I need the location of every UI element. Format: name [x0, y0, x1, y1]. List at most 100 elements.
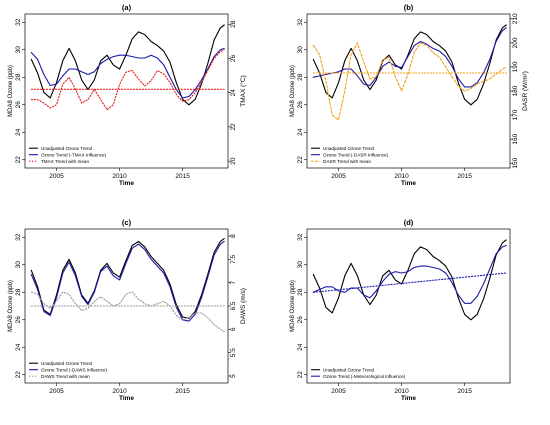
legend-label: TMAX Trend with mean — [41, 159, 89, 164]
y-tick-label: 30 — [15, 261, 22, 269]
x-axis-title: Time — [119, 395, 134, 402]
series-line-3 — [312, 42, 507, 121]
series-line-1 — [312, 239, 507, 321]
legend-label: Unadjusted Ozone Trend — [41, 146, 93, 151]
panel-3: (c) 2005 2010 2015 Time 22 24 26 28 30 32 MDA8 Ozon… — [8, 218, 247, 402]
y-tick-label: 28 — [297, 73, 304, 81]
y-tick-label: 28 — [297, 288, 304, 296]
right-tick-label: 6 — [230, 327, 237, 331]
y-tick-label: 26 — [297, 101, 304, 109]
y-tick-label: 22 — [15, 156, 22, 164]
y-axis-title: MDA8 Ozone (ppb) — [8, 65, 14, 117]
right-tick-label: 26 — [230, 54, 237, 62]
series-line-1 — [30, 24, 225, 106]
right-tick-label: 170 — [512, 109, 519, 120]
series-group — [30, 24, 225, 111]
right-tick-label: 5 — [230, 374, 237, 378]
right-tick-label: 28 — [230, 20, 237, 28]
x-tick-label: 2010 — [112, 388, 127, 395]
plot-frame — [306, 13, 511, 169]
y-tick-label: 28 — [15, 288, 22, 296]
x-axis-title: Time — [119, 180, 134, 187]
legend: Unadjusted Ozone Trend Ozone Trend (-TMAX… — [29, 146, 107, 164]
panel-4: (d) 2005 2010 2015 Time 22 24 26 28 30 32 MDA8 Ozon… — [290, 218, 511, 402]
right-tick-label: 8 — [230, 234, 237, 238]
panel-label: (b) — [404, 3, 414, 12]
legend-label: Unadjusted Ozone Trend — [323, 368, 375, 373]
legend-label: DASR Trend with mean — [323, 159, 371, 164]
right-tick-label: 150 — [512, 157, 519, 168]
y-tick-label: 22 — [297, 371, 304, 379]
y-tick-label: 22 — [15, 371, 22, 379]
legend-label: Ozone Trend (-Meteorological Influence) — [323, 374, 406, 379]
legend-label: Unadjusted Ozone Trend — [323, 146, 375, 151]
legend: Unadjusted Ozone Trend Ozone Trend (-DAWS… — [29, 361, 107, 379]
x-tick-label: 2005 — [49, 173, 64, 180]
right-tick-label: 7 — [230, 280, 237, 284]
legend-label: Ozone Trend (-TMAX Influence) — [41, 153, 107, 158]
right-axis-title: DAWS (m/s) — [240, 288, 247, 324]
y-tick-label: 24 — [297, 343, 304, 351]
x-tick-label: 2005 — [331, 388, 346, 395]
panel-label: (c) — [122, 218, 132, 227]
plot-frame — [306, 228, 511, 384]
series-group — [30, 238, 225, 333]
right-tick-label: 7.5 — [230, 254, 237, 263]
x-tick-label: 2010 — [112, 173, 127, 180]
panel-label: (a) — [122, 3, 132, 12]
panel-label: (d) — [404, 218, 414, 227]
right-tick-label: 22 — [230, 123, 237, 131]
y-tick-label: 24 — [15, 128, 22, 136]
y-tick-label: 24 — [15, 343, 22, 351]
y-tick-label: 32 — [297, 18, 304, 26]
right-tick-label: 200 — [512, 37, 519, 48]
y-axis-title: MDA8 Ozone (ppb) — [290, 65, 296, 117]
legend: Unadjusted Ozone Trend Ozone Trend (-DASR… — [311, 146, 389, 164]
x-tick-label: 2010 — [394, 173, 409, 180]
y-axis-title: MDA8 Ozone (ppb) — [8, 280, 14, 332]
series-line-2 — [312, 244, 507, 304]
y-tick-label: 30 — [297, 261, 304, 269]
x-tick-label: 2005 — [331, 173, 346, 180]
right-axis-title: TMAX (°C) — [239, 75, 247, 106]
x-axis-title: Time — [401, 180, 416, 187]
series-line-3 — [312, 272, 507, 293]
series-line-1 — [312, 24, 507, 106]
x-tick-label: 2005 — [49, 388, 64, 395]
legend-label: Ozone Trend (-DAWS Influence) — [41, 368, 107, 373]
y-tick-label: 32 — [15, 233, 22, 241]
y-tick-label: 22 — [297, 156, 304, 164]
y-tick-label: 28 — [15, 73, 22, 81]
panel-1: (a) 2005 2010 2015 Time 22 24 26 28 30 32 MDA8 Ozon… — [8, 3, 247, 187]
series-line-2 — [312, 27, 507, 88]
series-group — [312, 24, 507, 121]
right-tick-label: 5.5 — [230, 348, 237, 357]
y-axis-title: MDA8 Ozone (ppb) — [290, 280, 296, 332]
series-group — [312, 239, 507, 321]
legend-label: Unadjusted Ozone Trend — [41, 361, 93, 366]
x-axis-title: Time — [401, 395, 416, 402]
y-tick-label: 32 — [297, 233, 304, 241]
legend-label: DAWS Trend with mean — [41, 374, 90, 379]
right-tick-label: 190 — [512, 61, 519, 72]
right-tick-label: 160 — [512, 133, 519, 144]
panel-2: (b) 2005 2010 2015 Time 22 24 26 28 30 32 MDA8 Ozon… — [290, 3, 529, 187]
right-tick-label: 6.5 — [230, 301, 237, 310]
y-tick-label: 30 — [15, 46, 22, 54]
y-tick-label: 26 — [297, 316, 304, 324]
x-tick-label: 2015 — [457, 173, 472, 180]
series-line-1 — [30, 238, 225, 319]
right-tick-label: 210 — [512, 13, 519, 24]
legend-label: Ozone Trend (-DASR Influence) — [323, 153, 389, 158]
y-tick-label: 26 — [15, 101, 22, 109]
series-line-3 — [30, 49, 225, 111]
x-tick-label: 2015 — [457, 388, 472, 395]
y-tick-label: 30 — [297, 46, 304, 54]
x-tick-label: 2010 — [394, 388, 409, 395]
right-tick-label: 20 — [230, 157, 237, 165]
series-line-2 — [30, 240, 225, 322]
y-tick-label: 24 — [297, 128, 304, 136]
x-tick-label: 2015 — [175, 173, 190, 180]
